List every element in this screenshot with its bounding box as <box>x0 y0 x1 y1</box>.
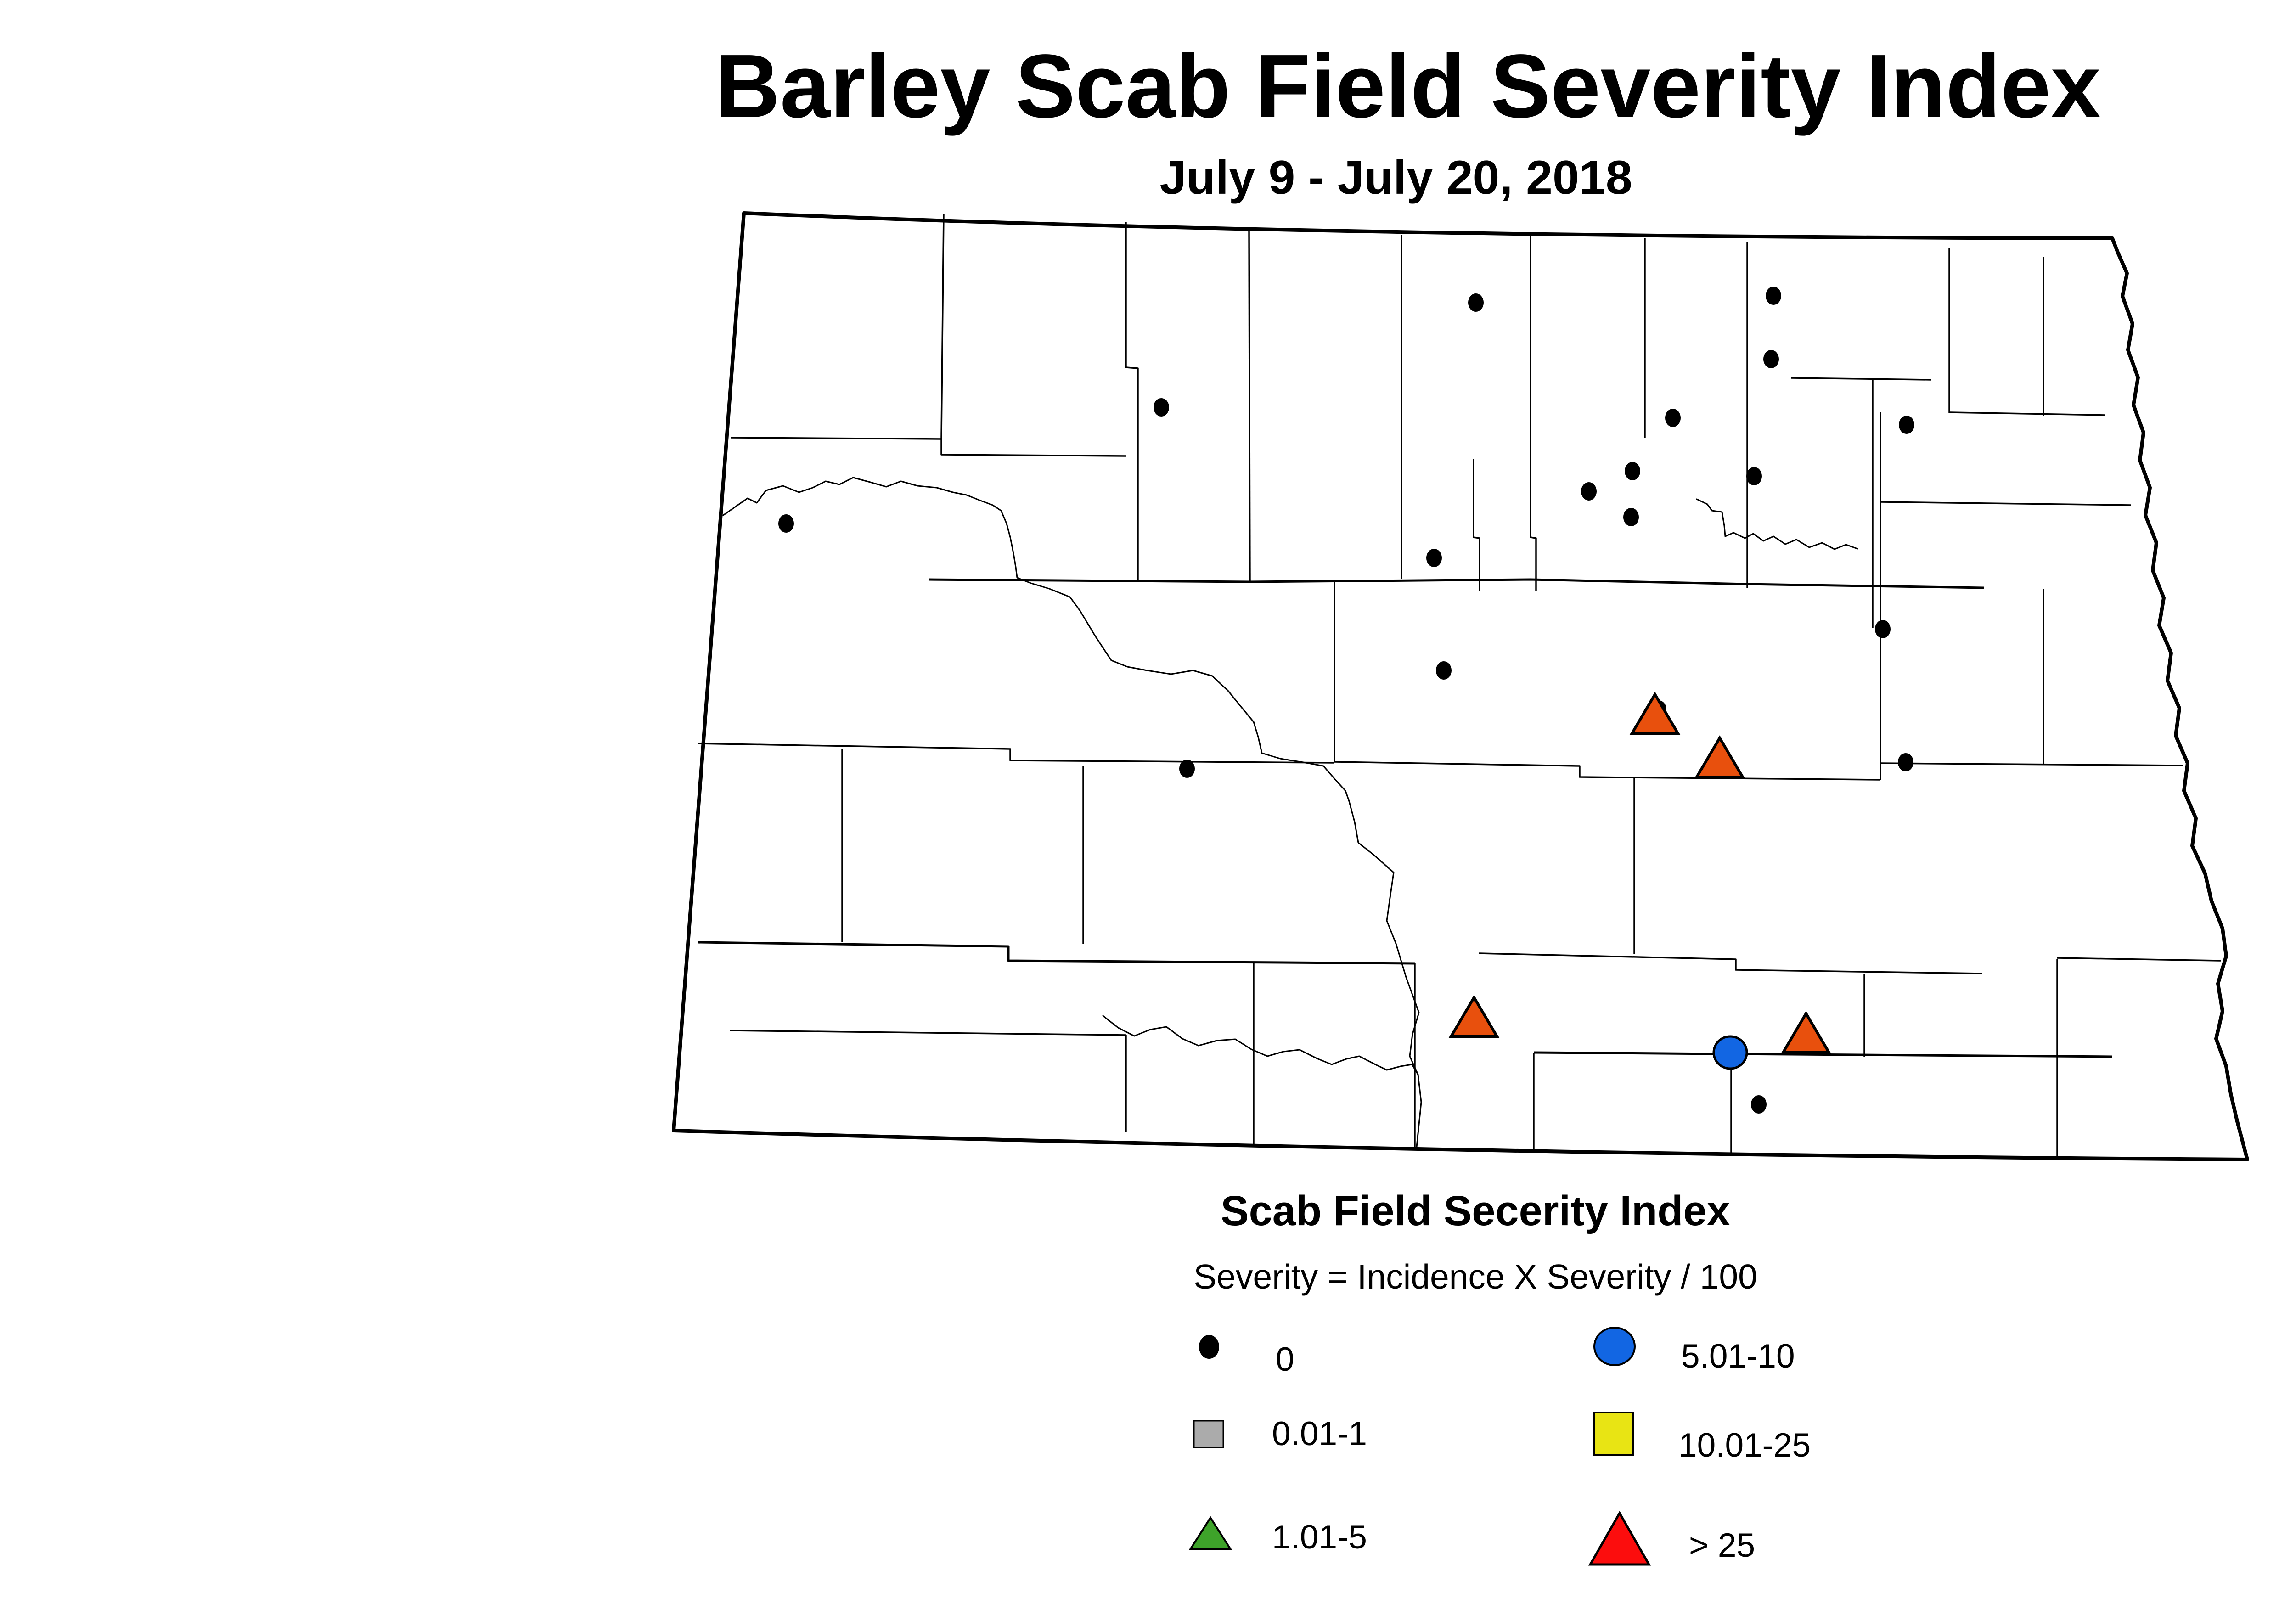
map-marker-dot <box>1468 293 1484 312</box>
map-marker-dot <box>1766 287 1781 305</box>
map-marker-triangle <box>1694 735 1745 778</box>
legend: Scab Field Secerity Index Severity = Inc… <box>1188 1188 1811 1566</box>
legend-label-5-10: 5.01-10 <box>1681 1338 1795 1375</box>
river-lines <box>722 477 1858 1148</box>
page-title: Barley Scab Field Severity Index <box>715 36 2101 136</box>
page-subtitle: July 9 - July 20, 2018 <box>1159 151 1632 204</box>
map-marker-dot <box>1179 760 1195 778</box>
map-marker-dot <box>1665 409 1681 427</box>
legend-red-triangle-icon <box>1588 1510 1651 1566</box>
cannonball-river <box>1102 1015 1419 1075</box>
legend-circle-icon <box>1593 1327 1636 1366</box>
map-marker-circle <box>1712 1035 1748 1070</box>
county-boundaries <box>698 214 2221 1156</box>
legend-label-gt-25: > 25 <box>1689 1527 1755 1564</box>
north-dakota-map <box>672 211 2249 1161</box>
map-marker-dot <box>1763 350 1779 368</box>
map-marker-triangle <box>1780 1011 1832 1054</box>
map-marker-dot <box>1899 416 1914 434</box>
map-marker-dot <box>1875 620 1891 638</box>
map-marker-dot <box>1436 661 1452 680</box>
devils-lake <box>1696 498 1858 550</box>
legend-dot-icon <box>1199 1335 1219 1359</box>
legend-gray-square-icon <box>1193 1420 1224 1448</box>
map-marker-dot <box>1746 467 1762 485</box>
legend-yellow-square-icon <box>1593 1412 1634 1456</box>
map-marker-dot <box>1426 549 1442 567</box>
map-markers <box>778 287 1914 1114</box>
map-marker-dot <box>1623 508 1639 526</box>
legend-label-1-5: 1.01-5 <box>1272 1519 1367 1556</box>
map-marker-dot <box>1581 482 1597 501</box>
missouri-river-lake-sakakawea <box>722 477 1422 1148</box>
state-outline <box>672 211 2249 1161</box>
map-marker-dot <box>1625 462 1640 480</box>
map-marker-dot <box>1898 753 1913 771</box>
legend-green-triangle-icon <box>1188 1516 1232 1550</box>
legend-title: Scab Field Secerity Index <box>1221 1188 1730 1234</box>
legend-label-001-1: 0.01-1 <box>1272 1415 1367 1452</box>
legend-label-zero: 0 <box>1276 1341 1294 1378</box>
map-marker-dot <box>778 514 794 533</box>
legend-label-10-25: 10.01-25 <box>1678 1427 1811 1464</box>
map-marker-triangle <box>1629 692 1681 735</box>
map-marker-triangle <box>1448 995 1500 1038</box>
legend-formula: Severity = Incidence X Severity / 100 <box>1193 1257 1757 1296</box>
map-marker-dot <box>1154 398 1169 417</box>
map-marker-dot <box>1751 1095 1767 1114</box>
